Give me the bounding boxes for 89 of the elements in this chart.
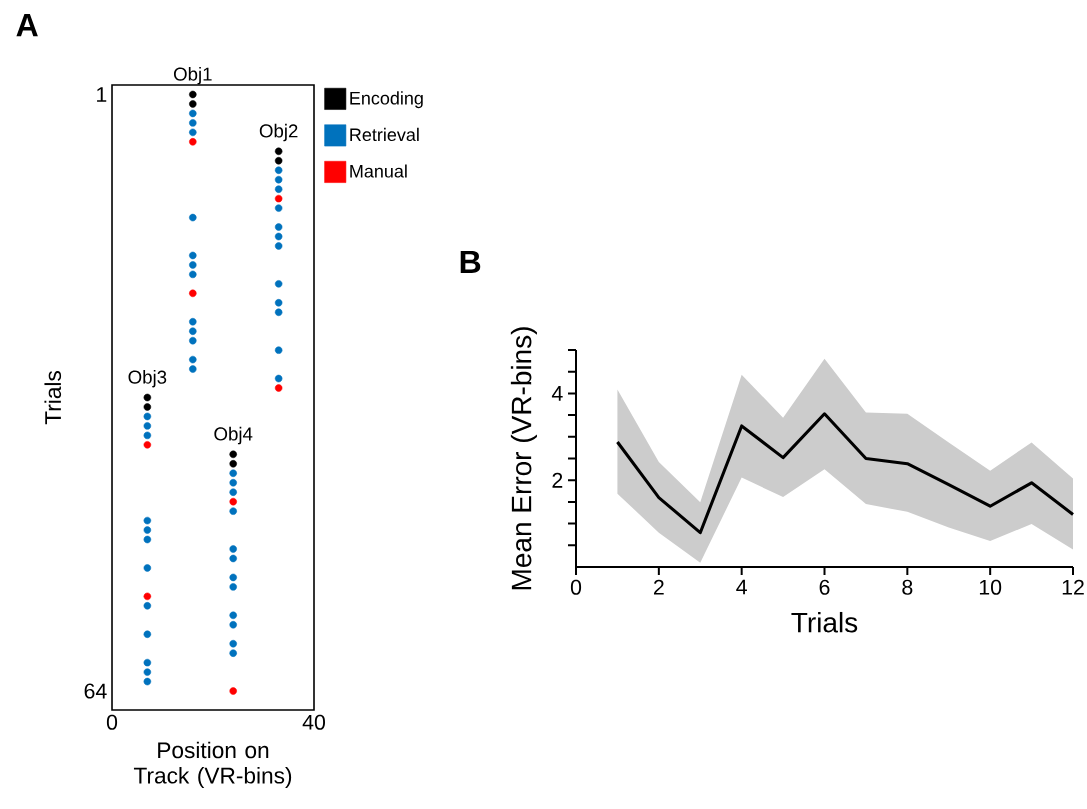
point — [143, 658, 152, 667]
point — [189, 318, 197, 326]
point — [189, 90, 197, 99]
point — [229, 554, 237, 563]
point — [189, 100, 197, 108]
point — [229, 639, 237, 648]
point — [274, 308, 283, 317]
point — [189, 251, 197, 260]
point — [143, 592, 152, 601]
point — [143, 403, 152, 411]
point — [229, 649, 237, 657]
point — [189, 213, 197, 222]
point — [143, 526, 152, 534]
x-tick-label: 0 — [570, 579, 582, 595]
point — [189, 289, 197, 298]
x-tick-label: 4 — [736, 579, 747, 595]
point — [229, 687, 237, 695]
chart-title: A — [16, 14, 38, 37]
point — [189, 270, 197, 279]
chart-title: B — [460, 250, 481, 273]
point — [229, 583, 237, 591]
point — [143, 422, 152, 430]
x-tick-label: 12 — [1062, 579, 1084, 595]
point — [229, 478, 237, 487]
point — [143, 412, 152, 421]
point — [229, 621, 237, 629]
annotation: Obj1 — [173, 67, 212, 85]
point — [189, 119, 197, 127]
point — [143, 630, 152, 638]
x-tick-label: 6 — [819, 579, 830, 595]
x-tick-label: 40 — [302, 714, 326, 730]
y-tick-label: 64 — [84, 683, 107, 699]
x-tick-label: 0 — [106, 714, 118, 730]
point — [229, 545, 237, 553]
point — [229, 469, 237, 477]
point — [189, 261, 197, 269]
point — [143, 564, 152, 572]
annotation: Obj3 — [128, 370, 167, 388]
x-tick-label: 2 — [653, 579, 664, 595]
point — [229, 460, 237, 468]
point — [274, 223, 283, 231]
point — [229, 573, 237, 582]
point — [229, 497, 237, 506]
x-axis-title: Position on Track (VR-bins) — [133, 741, 292, 789]
point — [189, 128, 197, 137]
point — [189, 365, 197, 373]
point — [143, 441, 152, 449]
point — [274, 374, 283, 383]
point — [229, 450, 237, 459]
point — [274, 242, 283, 250]
point — [229, 488, 237, 496]
point — [189, 109, 197, 118]
point — [274, 204, 283, 212]
point — [189, 336, 197, 345]
legend-label: Manual — [350, 164, 407, 178]
point — [143, 393, 152, 402]
point — [229, 611, 237, 620]
point — [189, 138, 197, 146]
point — [274, 232, 283, 241]
point — [143, 602, 152, 610]
point — [143, 516, 152, 525]
point — [143, 431, 152, 440]
point — [274, 157, 283, 165]
point — [143, 677, 152, 686]
point — [274, 185, 283, 193]
point — [229, 507, 237, 515]
point — [274, 166, 283, 174]
point — [189, 355, 197, 364]
legend-label: Retrieval — [350, 127, 419, 142]
point — [189, 327, 197, 335]
point — [274, 384, 283, 392]
annotation: Obj4 — [214, 426, 253, 445]
point — [274, 194, 283, 203]
point — [274, 346, 283, 354]
legend-label: Encoding — [350, 91, 423, 109]
x-tick-label: 10 — [979, 579, 1002, 595]
line-series — [615, 412, 1075, 535]
point — [274, 175, 283, 184]
point — [274, 147, 283, 156]
x-tick-label: 8 — [902, 579, 913, 595]
y-tick-label: 1 — [97, 87, 107, 102]
point — [143, 535, 152, 544]
x-axis-title: Trials — [791, 611, 858, 633]
annotation: Obj2 — [259, 123, 298, 142]
point — [274, 280, 283, 288]
point — [274, 299, 283, 307]
point — [143, 668, 152, 676]
y-axis-title: Mean Error (VR-bins) — [510, 327, 537, 590]
y-axis-title: Trials — [44, 371, 62, 425]
